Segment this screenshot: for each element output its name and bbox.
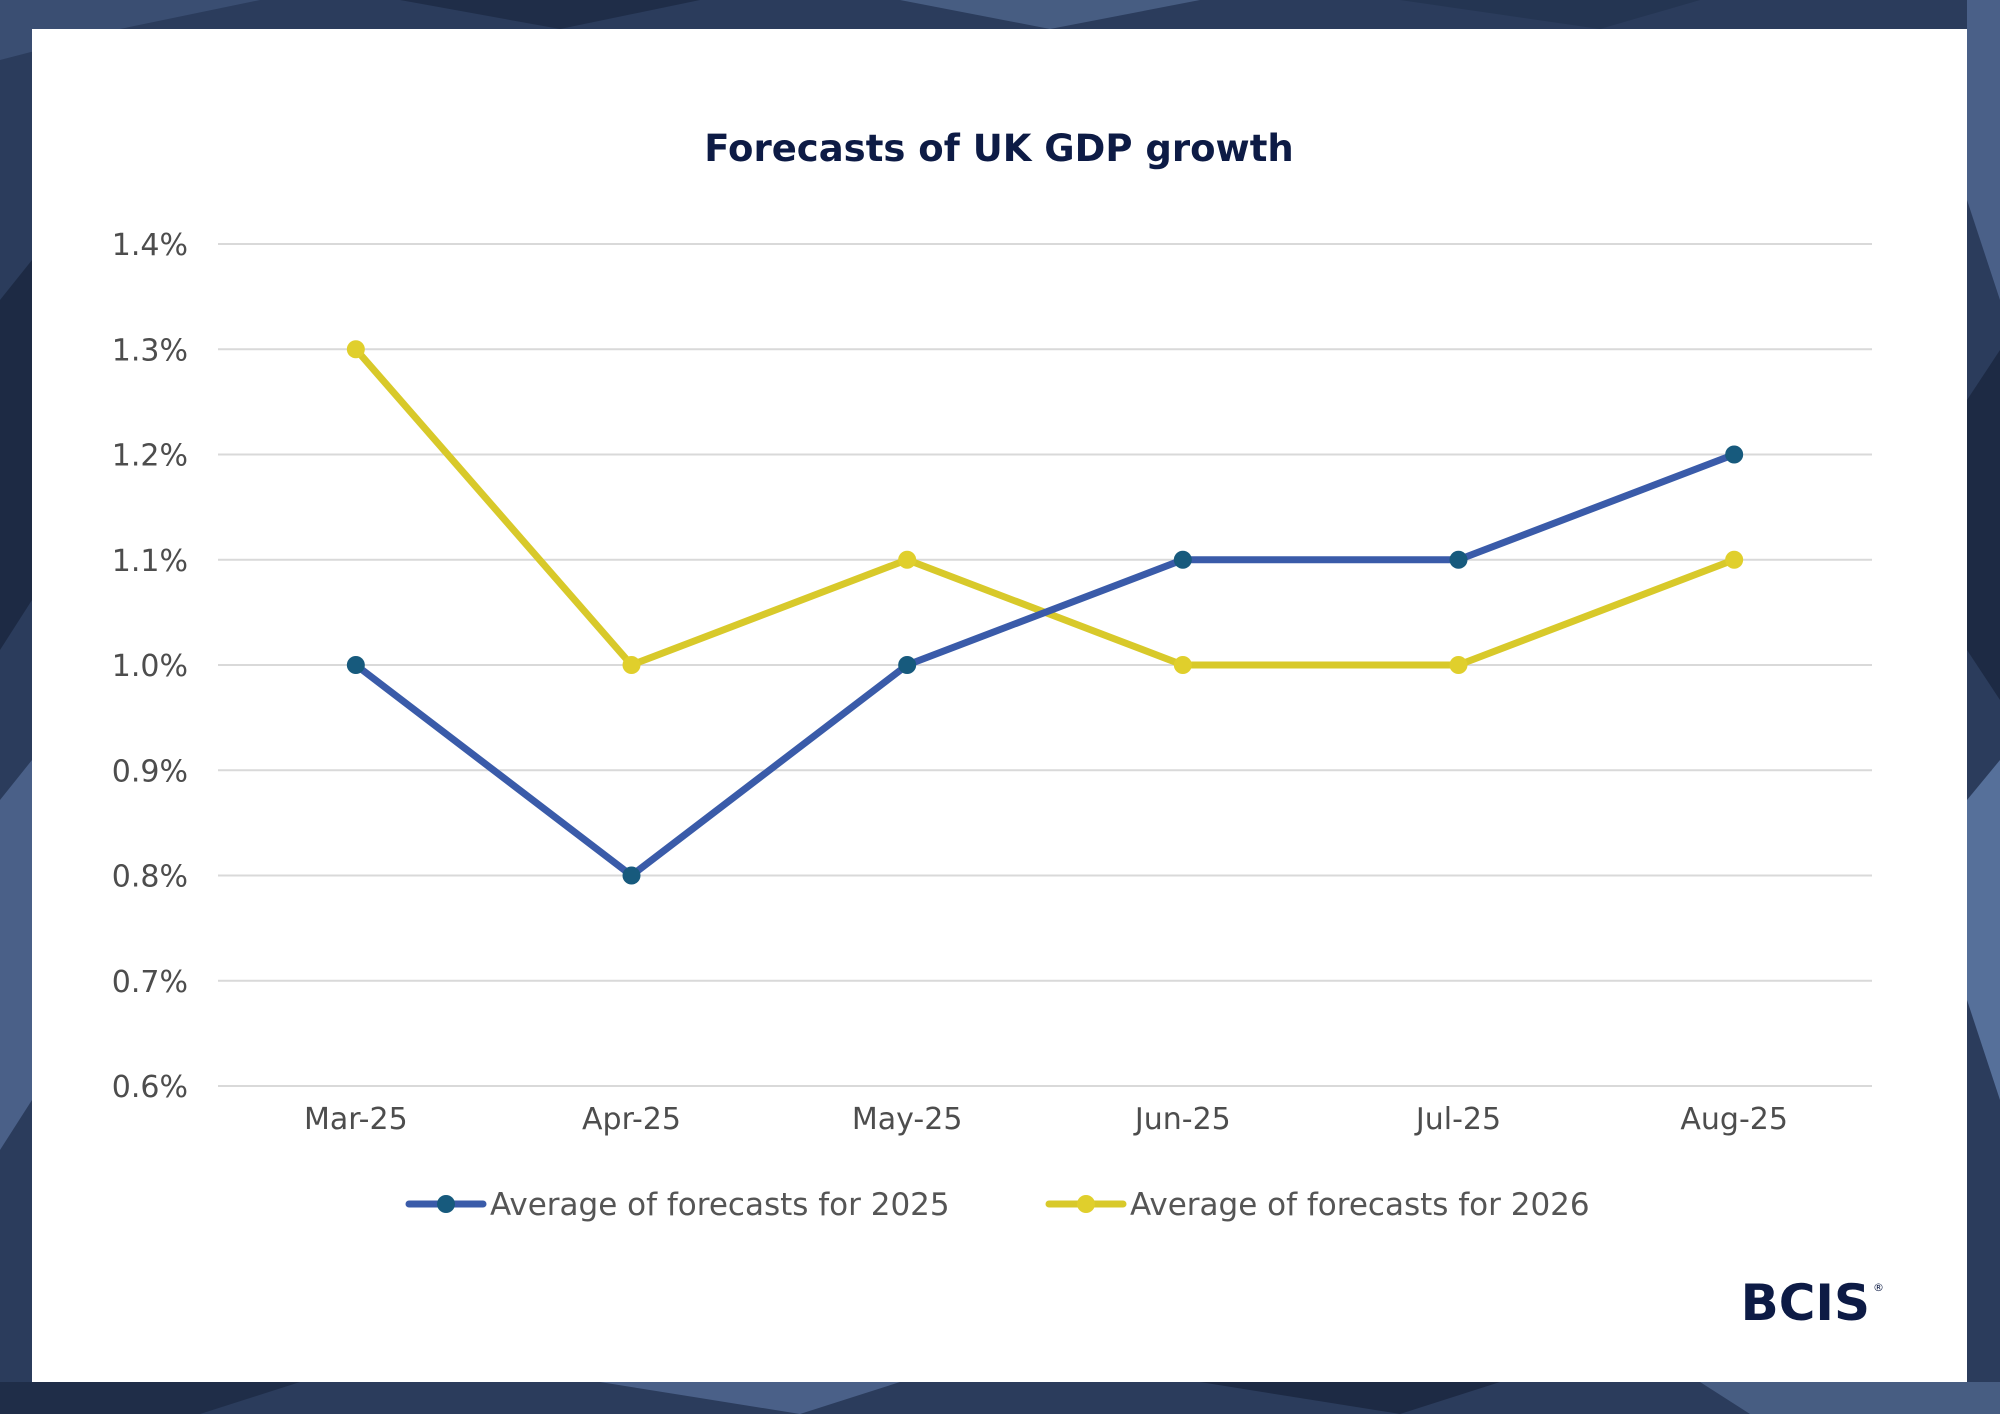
y-tick-label: 1.3% xyxy=(112,333,188,368)
y-tick-label: 1.1% xyxy=(112,544,188,579)
series-2026-point xyxy=(1449,656,1468,674)
x-tick-label: Jul-25 xyxy=(1414,1102,1501,1137)
series-2025-point xyxy=(346,656,365,674)
x-tick-label: Jun-25 xyxy=(1133,1102,1231,1137)
series-2026-point xyxy=(346,340,365,359)
registered-mark: ® xyxy=(1873,1281,1884,1294)
legend-label-2025: Average of forecasts for 2025 xyxy=(490,1187,950,1223)
x-tick-label: Aug-25 xyxy=(1680,1102,1788,1137)
x-tick-label: May-25 xyxy=(852,1102,963,1137)
series-2026-point xyxy=(622,656,641,674)
series-2025-point xyxy=(622,866,641,885)
series-2026-line xyxy=(352,345,1738,669)
y-tick-label: 0.7% xyxy=(112,965,188,1000)
legend: Average of forecasts for 2025 Average of… xyxy=(405,1187,1590,1223)
series-2025-point xyxy=(898,656,917,674)
legend-label-2026: Average of forecasts for 2026 xyxy=(1130,1187,1590,1223)
chart-title: Forecasts of UK GDP growth xyxy=(704,127,1294,170)
chart-card: Forecasts of UK GDP growth 0.6% 0.7% 0.8% 0… xyxy=(32,29,1967,1382)
series-2025-point xyxy=(1449,550,1468,569)
series-2025-point xyxy=(1725,445,1744,464)
y-tick-label: 1.4% xyxy=(112,228,188,263)
x-tick-label: Apr-25 xyxy=(582,1102,681,1137)
y-tick-label: 0.6% xyxy=(112,1070,188,1105)
x-tick-label: Mar-25 xyxy=(304,1102,408,1137)
logo-text: BCIS xyxy=(1741,1274,1870,1332)
series-2025-point xyxy=(1173,550,1192,569)
legend-swatch-marker-2025 xyxy=(437,1195,455,1213)
x-axis-ticks: Mar-25 Apr-25 May-25 Jun-25 Jul-25 Aug-25 xyxy=(304,1102,1788,1137)
series-2026-point xyxy=(1725,550,1744,569)
legend-item-2026: Average of forecasts for 2026 xyxy=(1045,1187,1590,1223)
y-axis-ticks: 0.6% 0.7% 0.8% 0.9% 1.0% 1.1% 1.2% 1.3% 1.4% xyxy=(112,228,188,1105)
bcis-logo: BCIS ® xyxy=(1741,1274,1884,1332)
legend-item-2025: Average of forecasts for 2025 xyxy=(405,1187,950,1223)
grid-lines xyxy=(218,243,1872,1087)
series-group xyxy=(346,340,1744,885)
series-2026-point xyxy=(898,550,917,569)
series-2025-line xyxy=(352,451,1738,879)
y-tick-label: 0.9% xyxy=(112,754,188,789)
legend-swatch-marker-2026 xyxy=(1077,1195,1095,1213)
y-tick-label: 1.2% xyxy=(112,439,188,474)
y-tick-label: 0.8% xyxy=(112,860,188,895)
chart: Forecasts of UK GDP growth 0.6%0.7%0.8%0… xyxy=(112,127,1884,1332)
series-2026-point xyxy=(1173,656,1192,674)
y-tick-label: 1.0% xyxy=(112,649,188,684)
